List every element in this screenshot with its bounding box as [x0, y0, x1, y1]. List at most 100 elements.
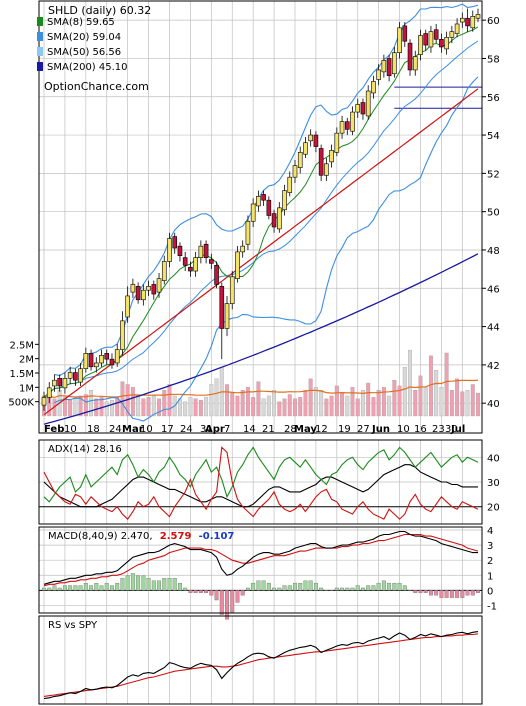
macd-tick-label: 2 — [487, 556, 493, 567]
macd-histogram-bar — [324, 590, 329, 592]
candle-body — [125, 295, 130, 318]
macd-histogram-bar — [204, 590, 209, 593]
macd-histogram-bar — [120, 578, 125, 591]
macd-histogram-bar — [387, 582, 392, 591]
macd-histogram-bar — [83, 582, 88, 591]
macd-histogram-bar — [178, 582, 182, 591]
macd-tick-label: 0 — [487, 586, 493, 597]
candle-body — [261, 194, 266, 201]
volume-bar — [329, 395, 334, 417]
legend-label: SMA(200) 45.10 — [47, 62, 128, 73]
candle-body — [365, 90, 371, 117]
candle-body — [318, 148, 324, 176]
macd-histogram-bar — [329, 590, 334, 592]
date-tick-label: 19 — [338, 424, 351, 435]
macd-histogram-bar — [245, 587, 250, 591]
adx-tick-label: 20 — [487, 503, 500, 514]
candle-body — [271, 213, 277, 228]
candle-body — [324, 163, 329, 176]
adx-axis: 20 30 40 — [487, 453, 500, 513]
volume-tick-label: 2.5M — [9, 340, 34, 351]
volume-bar — [350, 387, 355, 417]
watermark: OptionChance.com — [44, 80, 149, 93]
macd-histogram-bar — [455, 590, 460, 598]
date-tick-label: 10 — [397, 424, 410, 435]
volume-bar — [94, 398, 99, 417]
candle-body — [360, 102, 366, 115]
macd-histogram-bar — [125, 575, 130, 591]
macd-histogram-bar — [355, 585, 360, 591]
macd-histogram-bar — [42, 587, 46, 591]
volume-bar — [157, 398, 161, 417]
candle-body — [120, 320, 125, 350]
macd-histogram-bar — [423, 590, 428, 593]
volume-bar — [460, 391, 465, 417]
volume-bar — [193, 398, 198, 417]
volume-bar — [387, 395, 392, 417]
legend: SMA(8) 59.65 SMA(20) 59.04 SMA(50) 56.56 SM… — [37, 17, 128, 73]
candle-body — [250, 203, 256, 222]
macd-signal-line — [43, 533, 479, 587]
volume-bar — [345, 395, 350, 417]
volume-bar — [392, 380, 397, 417]
macd-histogram-bar — [350, 587, 355, 591]
legend-swatch — [37, 17, 43, 26]
candle-body — [475, 14, 481, 19]
volume-bar — [183, 401, 188, 417]
candle-body — [93, 362, 99, 368]
macd-histogram-bar — [470, 590, 475, 596]
date-tick-label: Feb — [44, 424, 64, 435]
sma200-line — [43, 253, 479, 425]
macd-histogram-bar — [167, 578, 172, 591]
macd-histogram-bar — [428, 590, 433, 596]
candle-body — [407, 42, 413, 71]
macd-histogram-bar — [68, 585, 73, 591]
macd-histogram-bar — [293, 582, 297, 591]
volume-bar — [83, 394, 88, 417]
candle-body — [355, 104, 361, 113]
macd-histogram-bar — [198, 590, 203, 593]
candle-body — [224, 303, 230, 329]
candle-body — [339, 121, 345, 134]
macd-line — [43, 530, 478, 585]
candle-body — [141, 289, 146, 301]
candle-body — [313, 134, 319, 147]
candle-body — [428, 31, 434, 48]
price-tick-label: 56 — [487, 93, 500, 104]
macd-histogram-bar — [381, 580, 386, 591]
candle-body — [203, 243, 209, 258]
volume-bar — [240, 390, 245, 417]
date-tick-label: 18 — [87, 424, 100, 435]
candle-body — [214, 264, 219, 285]
volume-bar — [287, 394, 292, 417]
macd-panel-border — [38, 526, 483, 614]
candle-body — [287, 176, 293, 193]
price-tick-label: 40 — [487, 399, 500, 410]
macd-histogram-bar — [251, 582, 256, 591]
candle-body — [381, 60, 387, 73]
volume-tick-label: 1.5M — [9, 369, 34, 380]
macd-histogram-bar — [172, 578, 177, 591]
candle-body — [229, 276, 235, 304]
rs-panel-border — [38, 615, 483, 705]
price-tick-label: 48 — [487, 246, 500, 257]
volume-bar — [428, 355, 433, 417]
macd-histogram-bar — [146, 578, 151, 591]
price-tick-label: 54 — [487, 131, 500, 142]
volume-bar — [151, 395, 156, 417]
macd-histogram-bar — [408, 590, 412, 592]
volume-bar — [444, 352, 449, 417]
adx-panel: 20 30 40 ADX(14) 28.16 — [38, 439, 500, 525]
date-tick-label: 31 — [200, 424, 213, 435]
candle-body — [308, 134, 313, 142]
macd-histogram-bar — [141, 575, 146, 591]
volume-bar — [104, 401, 109, 417]
volume-bar — [130, 387, 135, 417]
date-tick-label: 30 — [445, 424, 458, 435]
macd-histogram — [42, 573, 480, 620]
date-tick-label: 16 — [414, 424, 427, 435]
candle-body — [46, 387, 52, 398]
candle-body — [177, 245, 183, 257]
support-levels — [394, 86, 482, 109]
volume-bar — [434, 369, 439, 417]
